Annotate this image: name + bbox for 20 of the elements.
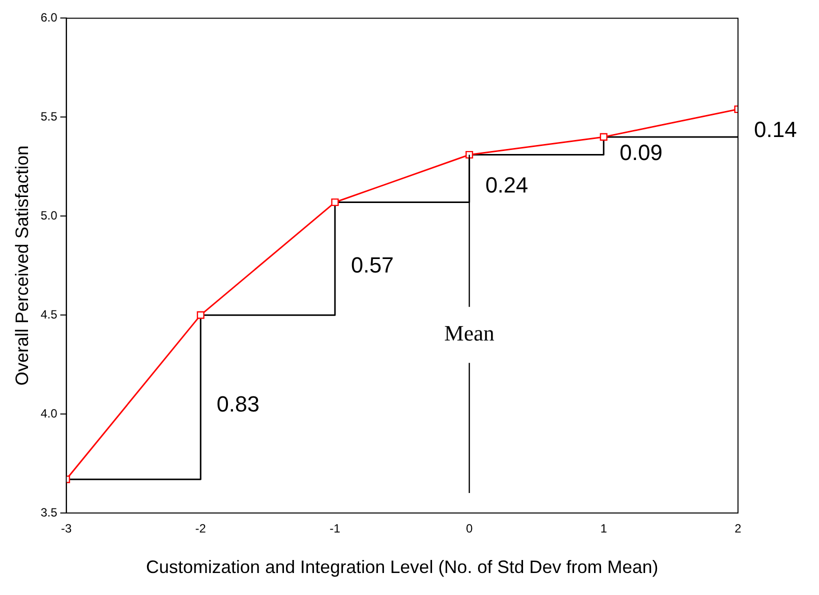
y-tick-label: 5.0 — [40, 208, 58, 222]
x-tick-label: 0 — [466, 522, 473, 536]
y-tick-label: 4.0 — [40, 406, 58, 420]
x-tick-label: -1 — [330, 522, 341, 536]
y-tick-label: 3.5 — [40, 505, 58, 520]
x-tick-label: 2 — [734, 522, 742, 536]
y-tick-label: 5.5 — [40, 109, 58, 124]
x-tick-label: 1 — [600, 522, 608, 536]
x-tick-label: -3 — [60, 522, 72, 536]
annotation: 0.83 — [216, 391, 260, 416]
annotation: 0.09 — [620, 140, 662, 165]
annotation: 0.57 — [350, 252, 394, 278]
y-tick-label: 6.0 — [40, 10, 58, 25]
x-axis-title: Customization and Integration Level (No. of Std Dev from Mean) — [146, 557, 658, 578]
x-tick-label: -2 — [195, 522, 206, 536]
text: 0.14 — [754, 117, 797, 142]
y-axis-title: Overall Perceived Satisfaction — [12, 146, 32, 386]
y-tick-label: 4.5 — [40, 307, 58, 322]
annotation: 0.24 — [485, 172, 528, 198]
ref-line-label: Mean — [444, 320, 494, 346]
